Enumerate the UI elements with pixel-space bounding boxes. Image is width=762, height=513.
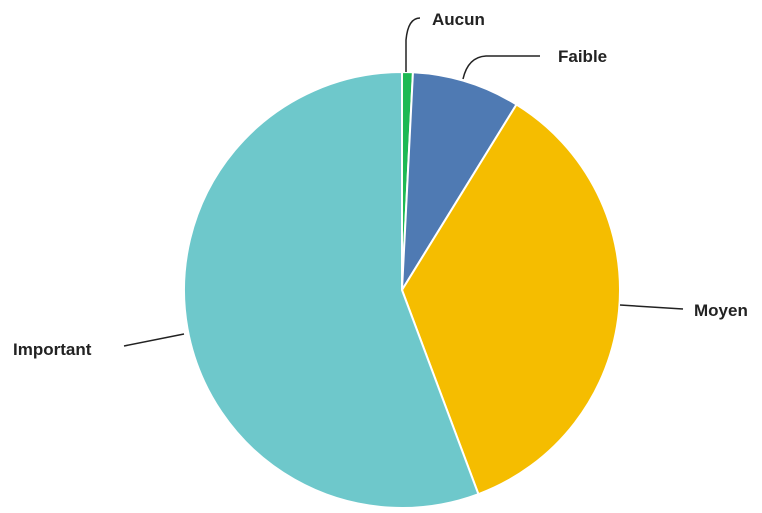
leader-line-moyen (619, 304, 684, 310)
pie-slice-moyen (400, 103, 621, 496)
slice-label-moyen: Moyen (694, 301, 748, 320)
leader-line-faible (462, 55, 540, 80)
pie-slice-faible (401, 71, 518, 291)
pie-slice-important (183, 70, 480, 509)
leader-lines (123, 17, 684, 347)
slice-label-faible: Faible (558, 47, 607, 66)
slice-labels: Aucun Faible Moyen Important (13, 10, 748, 359)
leader-line-aucun (405, 17, 421, 72)
slice-label-aucun: Aucun (432, 10, 485, 29)
slice-label-important: Important (13, 340, 92, 359)
leader-line-important (123, 333, 185, 347)
pie-slices (183, 70, 621, 509)
